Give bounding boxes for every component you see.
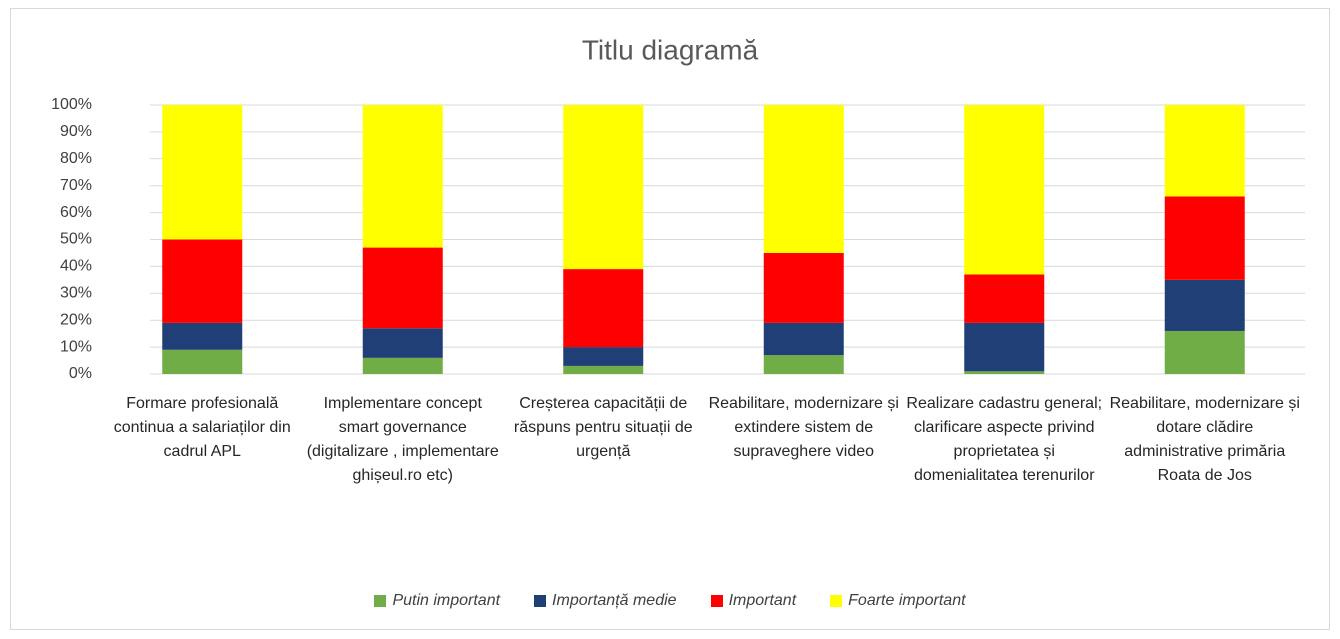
y-tick-label: 80%: [60, 150, 92, 167]
bar-segment: [964, 322, 1045, 372]
bar-segment: [763, 252, 844, 323]
bar-segment: [563, 365, 644, 374]
bar-segment: [563, 269, 644, 348]
bar-segment: [964, 105, 1045, 275]
legend-swatch: [534, 595, 547, 607]
legend-item: Foarte important: [830, 592, 966, 610]
bar-segment: [362, 328, 443, 358]
x-tick-label: Reabilitare, modernizare și dotare clădi…: [1109, 395, 1300, 484]
legend: Putin important Importanță medie Important…: [0, 592, 1340, 610]
bar-segment: [563, 347, 644, 366]
x-tick-label: Formare profesională continua a salariaț…: [113, 395, 291, 460]
bar-segment: [964, 274, 1045, 323]
legend-label: Putin important: [392, 592, 501, 609]
y-tick-label: 70%: [60, 177, 92, 194]
y-tick-label: 50%: [60, 231, 92, 248]
bar-segment: [563, 105, 644, 270]
legend-label: Importanță medie: [552, 592, 677, 609]
x-tick-label: Reabilitare, modernizare și extindere si…: [708, 395, 899, 460]
bar-segment: [1164, 196, 1245, 280]
x-tick-label: Implementare concept smart governance (d…: [306, 395, 499, 484]
bar-segment: [964, 371, 1045, 374]
y-tick-label: 100%: [51, 96, 92, 113]
y-tick-label: 40%: [60, 258, 92, 275]
y-tick-label: 20%: [60, 311, 92, 328]
bar-segment: [1164, 330, 1245, 374]
legend-item: Important: [710, 592, 797, 610]
legend-label: Important: [728, 592, 797, 609]
bar-segment: [763, 322, 844, 356]
bar-segment: [362, 357, 443, 374]
bar-segment: [1164, 105, 1245, 197]
legend-swatch: [830, 595, 843, 607]
y-tick-label: 10%: [60, 338, 92, 355]
x-tick-label: Creșterea capacității de răspuns pentru …: [513, 395, 693, 460]
legend-swatch: [710, 595, 723, 607]
y-tick-label: 0%: [69, 365, 92, 382]
bar-segment: [362, 105, 443, 248]
x-tick-label: Realizare cadastru general; clarificare …: [906, 395, 1103, 484]
y-tick-label: 60%: [60, 204, 92, 221]
bar-segment: [763, 355, 844, 374]
bar-segment: [162, 239, 243, 323]
legend-label: Foarte important: [848, 592, 966, 609]
bar-segment: [362, 247, 443, 329]
bar-segment: [1164, 279, 1245, 331]
chart-title: Titlu diagramă: [582, 34, 759, 65]
legend-item: Putin important: [374, 592, 500, 610]
legend-item: Importanță medie: [534, 592, 677, 610]
bar-segment: [162, 322, 243, 350]
bar-segment: [162, 105, 243, 240]
bar-segment: [763, 105, 844, 253]
bar-segment: [162, 349, 243, 374]
y-tick-label: 30%: [60, 285, 92, 302]
y-tick-label: 90%: [60, 123, 92, 140]
legend-swatch: [374, 595, 387, 607]
